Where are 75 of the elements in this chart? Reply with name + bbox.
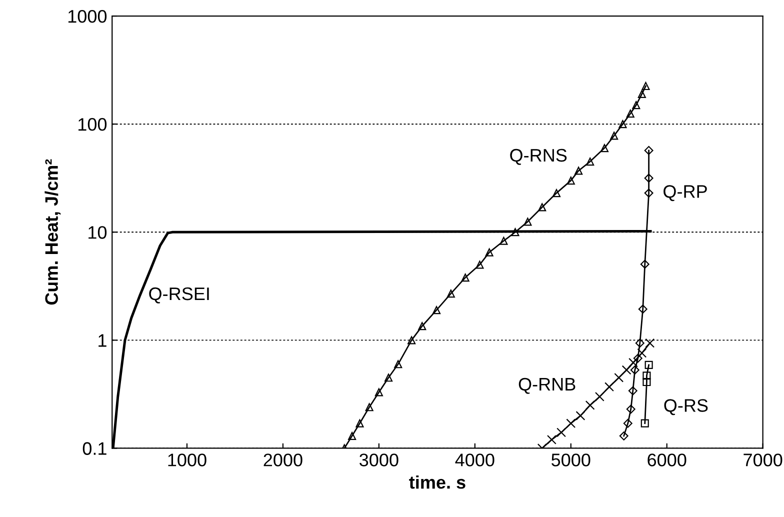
point (600, 144, 608, 152)
point (576, 410, 586, 420)
point (446, 290, 455, 298)
y-axis-title: Cum. Heat, J/cm² (44, 159, 61, 305)
point (511, 228, 520, 236)
point (374, 388, 383, 396)
point (642, 82, 650, 90)
y-tick-label: 1000 (68, 10, 107, 23)
point (638, 304, 648, 314)
point (633, 354, 642, 363)
point (356, 419, 364, 428)
y-tick-label: 10 (88, 226, 107, 239)
point (594, 392, 604, 402)
point (384, 374, 393, 382)
point (644, 146, 654, 155)
point (644, 360, 653, 369)
point (622, 365, 632, 375)
x-axis-title: time. s (409, 475, 466, 489)
point (348, 432, 356, 440)
point (552, 189, 561, 198)
x-tick-label: 6000 (648, 454, 686, 466)
point (626, 110, 634, 118)
point (638, 90, 646, 98)
point (566, 418, 576, 428)
point (645, 338, 655, 348)
point (546, 434, 556, 444)
point (408, 336, 416, 344)
point (642, 378, 651, 386)
point (644, 188, 654, 198)
x-tick-label: 5000 (552, 454, 590, 466)
point (640, 260, 650, 269)
x-tick-label: 1000 (168, 454, 206, 466)
point (574, 166, 583, 175)
point (461, 274, 470, 282)
y-tick-label: 100 (78, 118, 107, 131)
point (476, 260, 484, 269)
point (644, 174, 654, 183)
point (623, 418, 632, 428)
point (630, 365, 640, 374)
point (626, 404, 636, 414)
x-tick-label: 2000 (264, 454, 302, 466)
point (566, 176, 575, 185)
point (618, 120, 627, 128)
point (485, 248, 494, 256)
y-tick-label: 1 (98, 334, 106, 347)
point (619, 431, 628, 440)
point (556, 428, 566, 438)
point (632, 101, 640, 110)
point (628, 358, 638, 368)
point (635, 338, 644, 348)
point (642, 372, 651, 380)
point (610, 132, 618, 140)
point (586, 158, 594, 166)
y-tick-label: 0.1 (82, 442, 106, 455)
point (637, 348, 647, 358)
point (585, 400, 595, 410)
x-tick-label: 4000 (455, 454, 494, 466)
point (628, 386, 638, 396)
x-tick-label: 7000 (744, 454, 782, 466)
point (604, 382, 614, 392)
point (394, 360, 402, 368)
point (640, 419, 649, 428)
series-label: Q-RSEI (149, 287, 209, 304)
point (365, 403, 374, 412)
series-label: Q-RNS (510, 148, 567, 165)
x-tick-label: 3000 (360, 454, 398, 466)
point (538, 203, 546, 212)
point (432, 306, 441, 314)
point (614, 372, 624, 382)
point (418, 322, 426, 330)
series-label: Q-RP (664, 185, 707, 202)
series-label: Q-RS (664, 399, 708, 416)
point (500, 236, 508, 245)
point (524, 218, 532, 226)
series-label: Q-RNB (518, 378, 576, 394)
